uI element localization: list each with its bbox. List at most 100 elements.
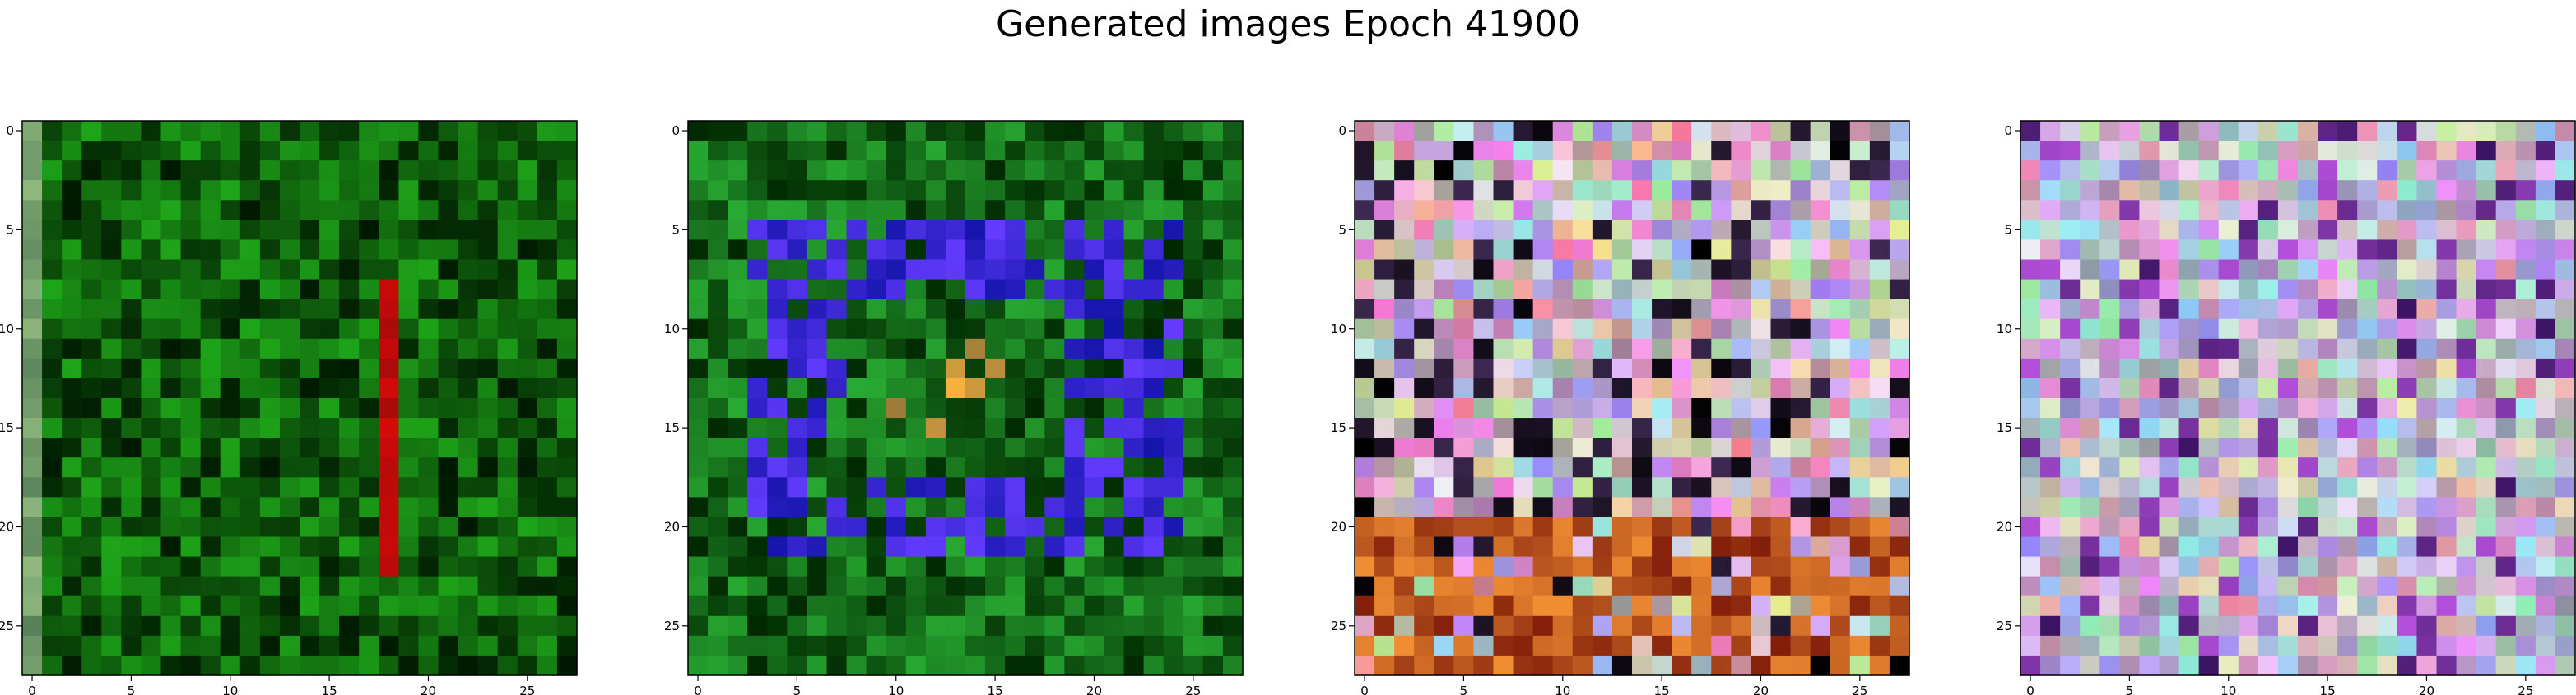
heatmap-cell <box>1810 259 1831 280</box>
heatmap-cell <box>688 497 709 518</box>
heatmap-cell <box>708 180 728 201</box>
heatmap-cell <box>807 141 828 161</box>
heatmap-cell <box>2238 378 2259 399</box>
heatmap-cell <box>1005 398 1025 419</box>
heatmap-cell <box>1652 338 1672 359</box>
heatmap-cell <box>985 259 1006 280</box>
heatmap-cell <box>1493 477 1514 498</box>
heatmap-cell <box>2238 438 2259 458</box>
heatmap-cell <box>2080 358 2100 379</box>
heatmap-cell <box>81 358 102 379</box>
heatmap-cell <box>2476 497 2497 518</box>
heatmap-cell <box>62 438 82 458</box>
heatmap-cell <box>1104 378 1125 399</box>
heatmap-cell <box>2357 418 2378 438</box>
heatmap-cell <box>1493 635 1514 656</box>
heatmap-cell <box>2060 595 2081 617</box>
heatmap-cell <box>965 279 986 300</box>
heatmap-cell <box>2218 318 2239 340</box>
heatmap-cell <box>2416 576 2438 597</box>
heatmap-cell <box>1513 536 1534 558</box>
heatmap-cell <box>517 180 538 201</box>
heatmap-cell <box>1453 299 1475 320</box>
heatmap-cell <box>1414 556 1434 577</box>
heatmap-cell <box>418 477 439 498</box>
heatmap-cell <box>339 239 360 261</box>
heatmap-cell <box>2495 438 2517 458</box>
heatmap-cell <box>477 279 499 300</box>
heatmap-cell <box>2178 180 2200 201</box>
heatmap-cell <box>1222 279 1244 300</box>
heatmap-cell <box>1025 418 1045 438</box>
heatmap-cell <box>1183 200 1204 220</box>
heatmap-cell <box>279 576 300 597</box>
heatmap-cell <box>708 477 728 498</box>
heatmap-cell <box>866 398 887 419</box>
heatmap-cell <box>497 497 518 518</box>
heatmap-cell <box>1104 635 1125 656</box>
heatmap-cell <box>866 655 887 676</box>
heatmap-cell <box>1672 141 1692 161</box>
heatmap-cell <box>2377 200 2397 220</box>
heatmap-cell <box>1572 160 1593 181</box>
heatmap-cell <box>1869 576 1890 597</box>
heatmap-cell <box>2159 655 2180 676</box>
heatmap-cell <box>359 576 379 597</box>
heatmap-cell <box>1849 457 1871 478</box>
y-tick-label: 20 <box>1997 519 2012 534</box>
heatmap-cell <box>160 200 182 220</box>
heatmap-cell <box>2099 259 2120 280</box>
heatmap-cell <box>359 497 379 518</box>
heatmap-cell <box>965 576 986 597</box>
heatmap-cell <box>1183 655 1204 676</box>
heatmap-cell <box>787 259 808 280</box>
heatmap-cell <box>2318 220 2338 241</box>
heatmap-cell <box>1143 160 1165 181</box>
heatmap-cell <box>2397 259 2418 280</box>
heatmap-cell <box>2159 160 2180 181</box>
heatmap-cell <box>2495 517 2517 538</box>
heatmap-cell <box>2119 556 2141 577</box>
heatmap-cell <box>1005 595 1025 617</box>
heatmap-cell <box>2377 180 2397 201</box>
heatmap-cell <box>1790 595 1811 617</box>
heatmap-cell <box>1222 318 1244 340</box>
heatmap-cell <box>925 576 946 597</box>
heatmap-cell <box>905 615 927 637</box>
heatmap-cell <box>728 160 748 181</box>
heatmap-cell <box>1394 615 1415 637</box>
heatmap-cell <box>300 497 320 518</box>
heatmap-cell <box>708 358 728 379</box>
heatmap-cell <box>2436 457 2457 478</box>
heatmap-cell <box>359 418 379 438</box>
heatmap-cell <box>1355 180 1375 201</box>
heatmap-cell <box>2397 418 2418 438</box>
heatmap-cell <box>1064 358 1086 379</box>
heatmap-cell <box>2020 160 2041 181</box>
heatmap-cell <box>826 576 848 597</box>
heatmap-cell <box>537 378 558 399</box>
heatmap-cell <box>438 239 459 261</box>
heatmap-cell <box>1044 477 1065 498</box>
heatmap-cell <box>2198 180 2220 201</box>
heatmap-cell <box>708 615 728 637</box>
heatmap-cell <box>2119 477 2141 498</box>
heatmap-cell <box>1163 318 1184 340</box>
heatmap-cell <box>985 655 1006 676</box>
heatmap-cell <box>965 595 986 617</box>
heatmap-cell <box>418 556 439 577</box>
heatmap-cell <box>1691 655 1712 676</box>
heatmap-cell <box>2257 595 2279 617</box>
heatmap-cell <box>2020 595 2041 617</box>
heatmap-cell <box>1005 318 1025 340</box>
heatmap-cell <box>220 517 241 538</box>
heatmap-cell <box>787 595 808 617</box>
heatmap-cell <box>1355 279 1375 300</box>
heatmap-cell <box>1532 318 1554 340</box>
heatmap-cell <box>2080 160 2100 181</box>
heatmap-cell <box>1611 398 1633 419</box>
heatmap-cell <box>121 299 142 320</box>
heatmap-cell <box>418 358 439 379</box>
heatmap-cell <box>2218 556 2239 577</box>
heatmap-cell <box>787 220 808 241</box>
